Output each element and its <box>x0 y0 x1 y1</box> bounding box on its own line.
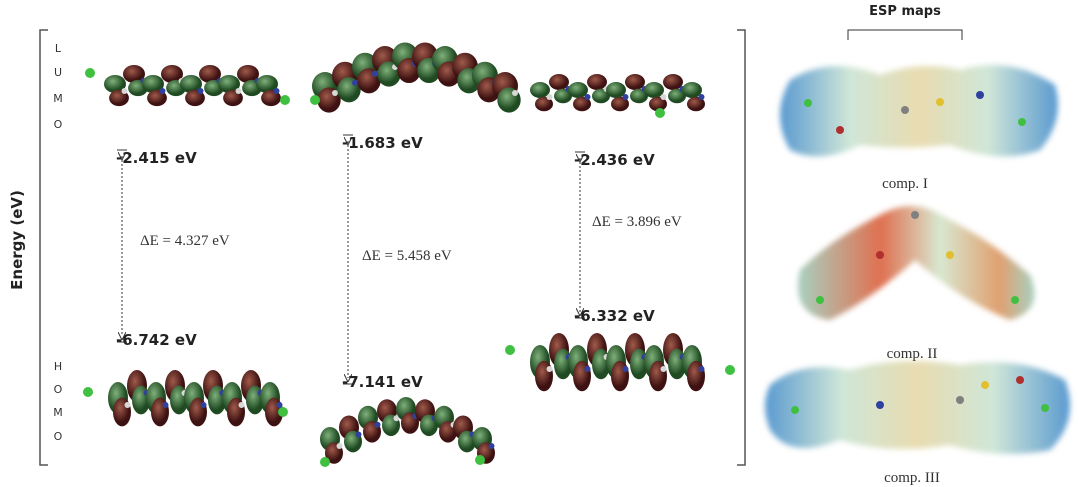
atom <box>623 94 629 100</box>
atom <box>337 443 343 449</box>
lumo-energy: -1.683 eV <box>342 134 423 152</box>
atom <box>163 402 169 408</box>
atom <box>375 422 381 428</box>
esp-atom <box>804 99 812 107</box>
homo-lobe <box>227 398 245 427</box>
esp-atom <box>946 251 954 259</box>
chlorine-atom <box>83 387 93 397</box>
homo-energy: -6.332 eV <box>574 307 655 325</box>
lumo-letter: U <box>54 66 62 79</box>
esp-atom <box>911 211 919 219</box>
lumo-letter: O <box>54 118 63 131</box>
atom <box>332 90 338 96</box>
chlorine-atom <box>655 108 665 118</box>
right-bracket <box>737 30 745 465</box>
chlorine-atom <box>310 95 320 105</box>
homo-letter: M <box>53 406 63 419</box>
atom <box>372 71 378 77</box>
atom <box>122 88 128 94</box>
atom <box>198 88 204 94</box>
energy-gap: ΔE = 5.458 eV <box>362 248 452 264</box>
esp-atom <box>1016 376 1024 384</box>
esp-label: comp. I <box>882 176 928 192</box>
lumo-energy: -2.415 eV <box>116 149 197 167</box>
homo-lobe <box>151 398 169 427</box>
energy-gap: ΔE = 3.896 eV <box>592 214 682 230</box>
esp-atom <box>791 406 799 414</box>
esp-atom <box>1041 404 1049 412</box>
atom <box>512 90 518 96</box>
atom <box>699 366 705 372</box>
atom <box>699 94 705 100</box>
atom <box>661 94 667 100</box>
homo-letter: O <box>54 430 63 443</box>
chlorine-atom <box>505 345 515 355</box>
left-bracket <box>40 30 48 465</box>
atom <box>547 94 553 100</box>
chlorine-atom <box>475 455 485 465</box>
atom <box>352 80 358 86</box>
atom <box>236 88 242 94</box>
lumo-letter: M <box>53 92 63 105</box>
atom <box>547 366 553 372</box>
figure: Energy (eV) LUMOHOMO -2.415 eV-6.742 eVΔ… <box>0 0 1079 487</box>
atom <box>239 402 245 408</box>
energy-gap: ΔE = 4.327 eV <box>140 233 230 249</box>
homo-lobe <box>687 361 705 392</box>
atom <box>125 402 131 408</box>
esp-atom <box>816 296 824 304</box>
axis-label: Energy (eV) <box>8 190 26 290</box>
homo-letter: O <box>54 383 63 396</box>
chlorine-atom <box>280 95 290 105</box>
atom <box>489 443 495 449</box>
lumo-letter: L <box>55 42 62 55</box>
esp-atom <box>1018 118 1026 126</box>
esp-atom <box>901 106 909 114</box>
chlorine-atom <box>320 457 330 467</box>
atom <box>201 402 207 408</box>
esp-atom <box>876 401 884 409</box>
homo-letter: H <box>54 360 62 373</box>
atom <box>160 88 166 94</box>
chlorine-atom <box>85 68 95 78</box>
homo-lobe <box>611 361 629 392</box>
esp-title: ESP maps <box>869 4 941 19</box>
atom <box>274 88 280 94</box>
homo-energy: -6.742 eV <box>116 331 197 349</box>
atom <box>585 366 591 372</box>
esp-atom <box>981 381 989 389</box>
atom <box>585 94 591 100</box>
atom <box>356 432 362 438</box>
chlorine-atom <box>725 365 735 375</box>
homo-energy: -7.141 eV <box>342 373 423 391</box>
esp-label: comp. II <box>887 346 938 362</box>
atom <box>661 366 667 372</box>
esp-atom <box>876 251 884 259</box>
atom <box>277 402 283 408</box>
esp-atom <box>936 98 944 106</box>
homo-lobe <box>573 361 591 392</box>
chlorine-atom <box>278 407 288 417</box>
esp-atom <box>1011 296 1019 304</box>
homo-lobe <box>113 398 131 427</box>
esp-label: comp. III <box>884 470 940 486</box>
homo-lobe <box>189 398 207 427</box>
esp-atom <box>976 91 984 99</box>
homo-lobe <box>649 361 667 392</box>
esp-atom <box>836 126 844 134</box>
atom <box>623 366 629 372</box>
homo-lobe <box>535 361 553 392</box>
esp-bracket <box>848 30 962 40</box>
esp-atom <box>956 396 964 404</box>
lumo-energy: -2.436 eV <box>574 151 655 169</box>
